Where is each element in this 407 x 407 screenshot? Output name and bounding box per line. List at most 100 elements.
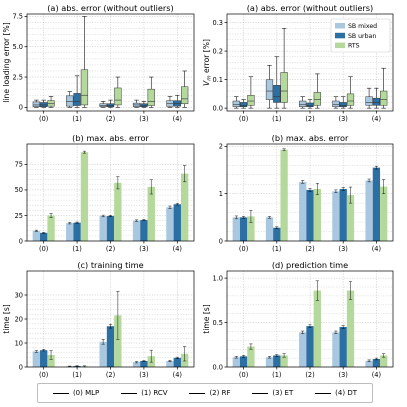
box-a_right-s2-c3 xyxy=(346,93,355,106)
legend-entry-rcv: (1) RCV xyxy=(121,389,168,397)
legend-entry-mlp: (0) MLP xyxy=(52,389,99,397)
x-tick-label: (4) xyxy=(372,245,381,253)
bar-b_right-s2-c0 xyxy=(247,216,255,241)
y-tick-label: 0.5 xyxy=(213,319,224,327)
y-tick-label: 50 xyxy=(15,186,23,194)
box-a_right-s0-c0 xyxy=(232,100,240,107)
y-tick-label: 0.3 xyxy=(213,19,224,27)
bar-d-s2-c0 xyxy=(247,346,255,367)
bar-c-s2-c2 xyxy=(114,315,122,367)
y-tick-label: 1.0 xyxy=(213,274,224,282)
bar-b_right-s1-c3 xyxy=(339,188,347,241)
legend-line xyxy=(252,392,269,394)
x-tick-label: (1) xyxy=(272,245,281,253)
bar-d-s1-c2 xyxy=(306,326,314,367)
y-axis-label: Vm error [%] xyxy=(202,39,213,86)
bar-c-s2-c0 xyxy=(47,355,55,367)
box-a_left-s2-c4 xyxy=(181,86,189,104)
y-tick-label: 25 xyxy=(15,212,23,220)
bar-b_left-s0-c2 xyxy=(99,215,107,241)
legend-label: (4) DT xyxy=(335,389,357,397)
legend-entry-et: (3) ET xyxy=(252,389,293,397)
bar-b_left-s0-c1 xyxy=(66,223,74,241)
bar-b_right-s0-c1 xyxy=(265,217,274,241)
x-tick-label: (4) xyxy=(173,115,182,123)
legend-swatch xyxy=(335,32,345,39)
box-a_right-s0-c4 xyxy=(365,96,373,106)
x-tick-label: (2) xyxy=(106,371,115,379)
legend-label: SB urban xyxy=(348,33,376,40)
y-tick-label: 0 xyxy=(19,237,23,245)
bar-b_right-s1-c0 xyxy=(239,217,248,241)
bar-b_left-s1-c4 xyxy=(173,204,181,241)
series-legend: SB mixed SB urban RTS xyxy=(330,18,391,53)
bar-d-s0-c1 xyxy=(265,357,274,367)
panel-b_right: 0 1 2 (0) (1) (2) (3) (4) (b) max. abs. error xyxy=(219,133,394,253)
bar-b_left-s0-c4 xyxy=(166,207,174,241)
x-tick-label: (0) xyxy=(39,371,48,379)
legend-line xyxy=(315,392,332,394)
bar-d-s2-c4 xyxy=(380,355,388,367)
x-tick-label: (3) xyxy=(339,371,348,379)
y-tick-label: 2.5 xyxy=(13,73,24,81)
legend-label: SB mixed xyxy=(348,23,377,30)
y-tick-label: 2 xyxy=(219,143,223,151)
legend-swatch xyxy=(335,42,345,49)
bar-d-s0-c4 xyxy=(365,360,373,367)
y-axis-label: time [s] xyxy=(202,304,211,333)
bar-b_left-s2-c3 xyxy=(147,186,155,241)
box-a_right-s0-c3 xyxy=(332,100,340,107)
bar-c-s1-c4 xyxy=(173,357,181,367)
legend-label: (1) RCV xyxy=(141,389,168,397)
bar-c-s1-c3 xyxy=(140,361,148,367)
x-tick-label: (4) xyxy=(372,115,381,123)
x-tick-label: (1) xyxy=(72,371,81,379)
bar-b_right-s2-c2 xyxy=(313,188,321,241)
box-a_right-s1-c1 xyxy=(273,85,281,103)
bar-b_left-s1-c0 xyxy=(40,232,48,241)
x-tick-label: (1) xyxy=(272,371,281,379)
bar-c-s0-c0 xyxy=(32,351,41,367)
bar-b_left-s2-c1 xyxy=(80,152,89,241)
legend-frame xyxy=(330,18,391,53)
bar-b_left-s0-c3 xyxy=(132,220,141,241)
x-tick-label: (2) xyxy=(305,115,314,123)
bar-c-s0-c4 xyxy=(166,361,174,367)
x-tick-label: (2) xyxy=(106,245,115,253)
bar-d-s2-c2 xyxy=(313,290,321,367)
legend-entry-dt: (4) DT xyxy=(315,389,357,397)
panel-title: (b) max. abs. error xyxy=(72,133,149,143)
bar-c-s1-c0 xyxy=(40,350,48,367)
legend-line xyxy=(121,392,138,394)
y-axis-label: line loading error [%] xyxy=(2,22,11,102)
y-tick-label: 0.0 xyxy=(213,363,224,371)
panel-title: (d) prediction time xyxy=(272,260,348,270)
x-tick-label: (0) xyxy=(239,245,248,253)
x-tick-label: (3) xyxy=(339,115,348,123)
panel-a_left: 0 2.5 5.0 7.5 (0) (1) (2) (3) (4) (a) abs. error … xyxy=(2,3,195,123)
panel-title: (b) max. abs. error xyxy=(272,133,349,143)
panel-title: (a) abs. error (without outliers) xyxy=(47,3,174,13)
box-a_left-s0-c0 xyxy=(32,101,40,108)
bar-b_left-s1-c2 xyxy=(106,215,115,241)
x-tick-label: (2) xyxy=(106,115,115,123)
x-tick-label: (1) xyxy=(72,115,81,123)
bar-b_right-s0-c3 xyxy=(332,191,340,241)
box-a_left-s2-c1 xyxy=(80,69,89,106)
x-tick-label: (0) xyxy=(239,371,248,379)
legend-label: (2) RF xyxy=(209,389,231,397)
bar-b_right-s1-c2 xyxy=(306,189,314,241)
bar-b_left-s1-c1 xyxy=(73,222,81,241)
box-a_right-s1-c4 xyxy=(372,97,381,106)
legend-entry-rf: (2) RF xyxy=(189,389,230,397)
bar-b_right-s0-c0 xyxy=(232,217,240,241)
x-tick-label: (3) xyxy=(139,371,148,379)
bar-c-s0-c3 xyxy=(132,362,141,367)
bar-b_left-s0-c0 xyxy=(32,230,41,241)
box-a_left-s1-c1 xyxy=(73,93,81,106)
bar-b_left-s1-c3 xyxy=(140,220,148,241)
box-a_left-s1-c4 xyxy=(173,100,181,107)
y-tick-label: 0.1 xyxy=(213,76,224,84)
bar-d-s1-c4 xyxy=(372,359,381,367)
